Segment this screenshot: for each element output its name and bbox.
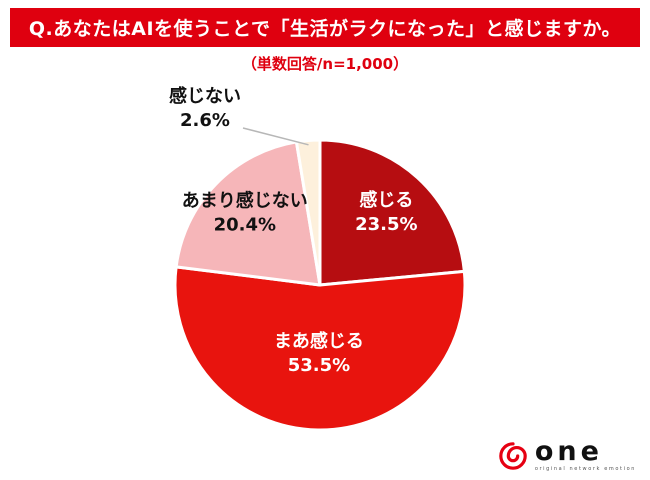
pie-chart: 感じる 23.5% まあ感じる 53.5% あまり感じない 20.4% 感じない 2.6% <box>169 85 467 432</box>
logo-text: one <box>534 436 603 467</box>
question-title: Q.あなたはAIを使うことで「生活がラクになった」と感じますか。 <box>28 18 622 40</box>
pie-label-1: まあ感じる 53.5% <box>274 330 364 376</box>
logo-tagline: original network emotion <box>534 466 636 472</box>
pie-label-2: あまり感じない 20.4% <box>182 190 308 236</box>
spiral-path <box>499 441 527 470</box>
one-logo-spiral-icon <box>499 441 527 470</box>
logo: one original network emotion <box>498 436 636 472</box>
leader-line <box>242 127 309 146</box>
pie-label-0: 感じる 23.5% <box>355 189 417 235</box>
logo-text-wrap: one original network emotion <box>534 436 636 472</box>
survey-note: （単数回答/n=1,000） <box>241 55 409 73</box>
pie-slice-2 <box>174 140 322 287</box>
pie-label-3: 感じない 2.6% <box>169 85 241 131</box>
pie-slice-0 <box>318 138 466 287</box>
pie-slice-1 <box>173 265 467 432</box>
question-title-bar: Q.あなたはAIを使うことで「生活がラクになった」と感じますか。 <box>10 8 640 47</box>
